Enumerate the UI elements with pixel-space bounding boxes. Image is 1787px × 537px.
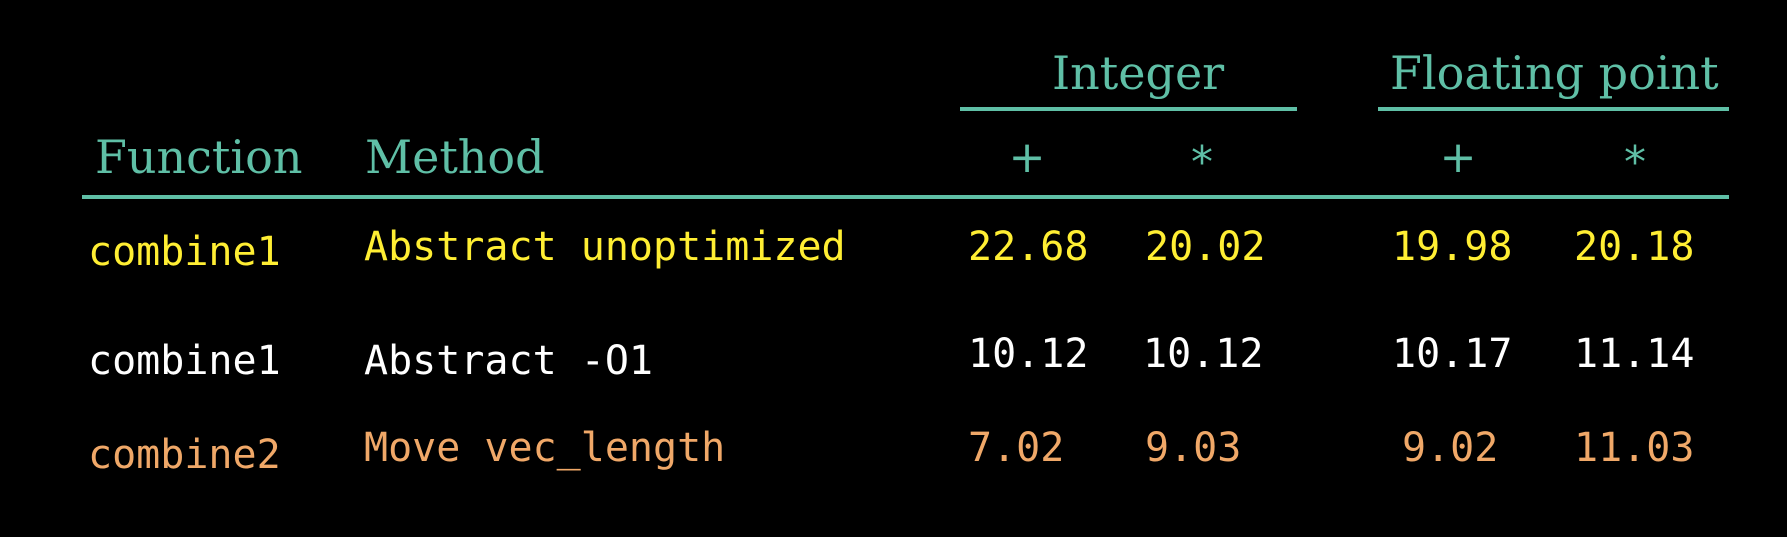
float-add-header: + [1439, 132, 1477, 183]
row-float-multiply: 20.18 [1574, 224, 1695, 270]
row-float-multiply: 11.03 [1574, 425, 1695, 471]
row-function: combine2 [88, 432, 281, 478]
row-integer-multiply: 20.02 [1145, 224, 1266, 270]
row-method: Abstract unoptimized [364, 224, 846, 270]
float-group-header: Floating point [1390, 46, 1719, 100]
row-method: Move vec_length [364, 425, 726, 471]
row-integer-add: 22.68 [968, 224, 1089, 270]
header-rule [82, 195, 1729, 199]
row-function: combine1 [88, 338, 281, 384]
row-integer-add: 7.02 [968, 425, 1065, 471]
row-integer-multiply: 9.03 [1145, 425, 1242, 471]
row-float-add: 9.02 [1402, 425, 1499, 471]
integer-group-rule [960, 107, 1297, 111]
row-float-multiply: 11.14 [1574, 331, 1695, 377]
function-column-header: Function [95, 130, 303, 184]
row-float-add: 19.98 [1392, 224, 1513, 270]
integer-multiply-header: * [1191, 137, 1213, 188]
row-integer-add: 10.12 [968, 331, 1089, 377]
integer-group-header: Integer [1052, 46, 1225, 100]
row-function: combine1 [88, 229, 281, 275]
float-group-rule [1378, 107, 1729, 111]
row-integer-multiply: 10.12 [1143, 331, 1264, 377]
method-column-header: Method [365, 130, 545, 184]
float-multiply-header: * [1624, 137, 1646, 188]
row-method: Abstract -O1 [364, 338, 653, 384]
row-float-add: 10.17 [1392, 331, 1513, 377]
integer-add-header: + [1008, 132, 1046, 183]
